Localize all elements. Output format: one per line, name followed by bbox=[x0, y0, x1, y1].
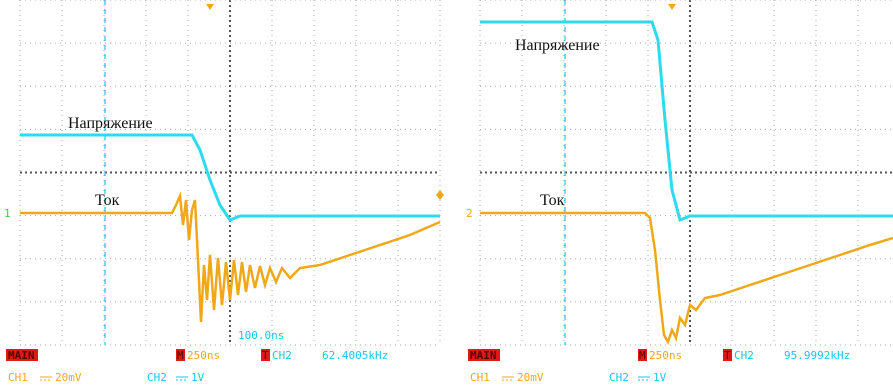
trigger-source: CH2 bbox=[734, 349, 754, 362]
cursor-label: 100.0ns bbox=[238, 329, 284, 342]
oscilloscope-screens: Напряжение Ток 1 100.0ns Напряжение Ток … bbox=[0, 0, 893, 387]
page: Напряжение Ток 1 100.0ns Напряжение Ток … bbox=[0, 0, 893, 387]
ch1-scale: 20mV bbox=[55, 371, 82, 384]
voltage-trace bbox=[20, 135, 440, 220]
level-marker bbox=[436, 190, 444, 200]
ch2: CH2 bbox=[147, 371, 167, 384]
frequency: 95.9992kHz bbox=[784, 349, 850, 362]
trigger-source: CH2 bbox=[272, 349, 292, 362]
channel-marker: 2 bbox=[466, 207, 473, 220]
timebase-prefix: M bbox=[639, 349, 646, 362]
timebase: 250ns bbox=[187, 349, 220, 362]
trigger-prefix: T bbox=[724, 349, 731, 362]
mode: MAIN bbox=[470, 349, 497, 362]
voltage-label: Напряжение bbox=[68, 115, 153, 132]
current-label: Ток bbox=[95, 192, 120, 209]
current-trace bbox=[480, 213, 893, 342]
trigger-marker bbox=[206, 4, 214, 10]
ch2-scale: 1V bbox=[653, 371, 667, 384]
ch1: CH1 bbox=[470, 371, 490, 384]
timebase: 250ns bbox=[649, 349, 682, 362]
ch1-scale: 20mV bbox=[517, 371, 544, 384]
trigger-marker bbox=[668, 4, 676, 10]
channel-marker: 1 bbox=[4, 207, 11, 220]
ch2-scale: 1V bbox=[191, 371, 205, 384]
mode: MAIN bbox=[8, 349, 35, 362]
current-label: Ток bbox=[540, 192, 565, 209]
frequency: 62.4005kHz bbox=[322, 349, 388, 362]
timebase-prefix: M bbox=[177, 349, 184, 362]
voltage-label: Напряжение bbox=[515, 37, 600, 54]
ch2: CH2 bbox=[609, 371, 629, 384]
trigger-prefix: T bbox=[262, 349, 269, 362]
ch1: CH1 bbox=[8, 371, 28, 384]
grids bbox=[20, 0, 893, 345]
